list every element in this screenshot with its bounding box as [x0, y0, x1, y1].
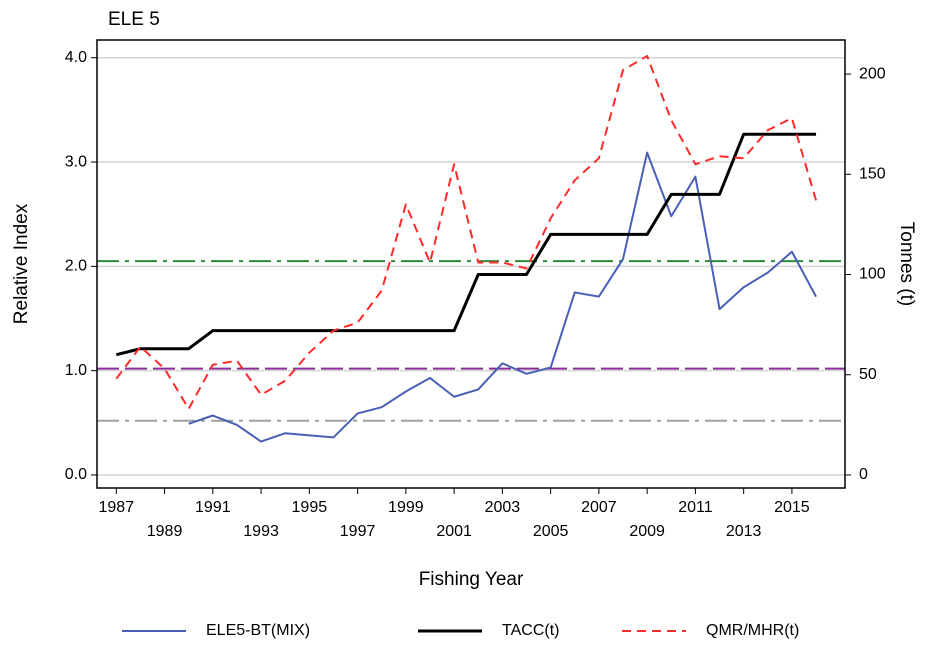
x-tick-label: 2009 — [629, 523, 665, 540]
y2-tick-label: 100 — [859, 266, 886, 283]
x-tick-label: 2005 — [533, 523, 569, 540]
y-tick-label: 3.0 — [65, 153, 87, 170]
x-tick-label: 2003 — [485, 499, 521, 516]
x-tick-label: 1989 — [147, 523, 183, 540]
y-tick-label: 1.0 — [65, 362, 87, 379]
y2-tick-label: 200 — [859, 65, 886, 82]
x-tick-label: 2013 — [726, 523, 762, 540]
series-line — [115, 132, 817, 357]
x-tick-label: 1999 — [388, 499, 424, 516]
x-tick-label: 1993 — [243, 523, 279, 540]
y-tick-label: 0.0 — [65, 466, 87, 483]
legend-label: QMR/MHR(t) — [706, 622, 799, 639]
chart-title: ELE 5 — [108, 9, 160, 30]
x-tick-label: 2007 — [581, 499, 617, 516]
x-tick-label: 2001 — [436, 523, 472, 540]
x-tick-label: 1995 — [292, 499, 328, 516]
x-tick-label: 1987 — [99, 499, 135, 516]
series-line — [188, 151, 817, 443]
y2-tick-label: 150 — [859, 166, 886, 183]
legend-label: ELE5-BT(MIX) — [206, 622, 310, 639]
legend-label: TACC(t) — [502, 622, 559, 639]
x-axis-label: Fishing Year — [419, 569, 524, 590]
x-tick-label: 1997 — [340, 523, 376, 540]
x-tick-label: 2015 — [774, 499, 810, 516]
y-tick-label: 2.0 — [65, 258, 87, 275]
y-tick-label: 4.0 — [65, 49, 87, 66]
x-tick-label: 2011 — [678, 499, 713, 516]
y2-tick-label: 0 — [859, 466, 868, 483]
y2-axis-label: Tonnes (t) — [896, 222, 917, 306]
series-line — [115, 55, 818, 410]
plot-frame — [96, 39, 846, 489]
x-tick-label: 1991 — [195, 499, 231, 516]
y-axis-label: Relative Index — [11, 203, 32, 324]
y2-tick-label: 50 — [859, 366, 877, 383]
